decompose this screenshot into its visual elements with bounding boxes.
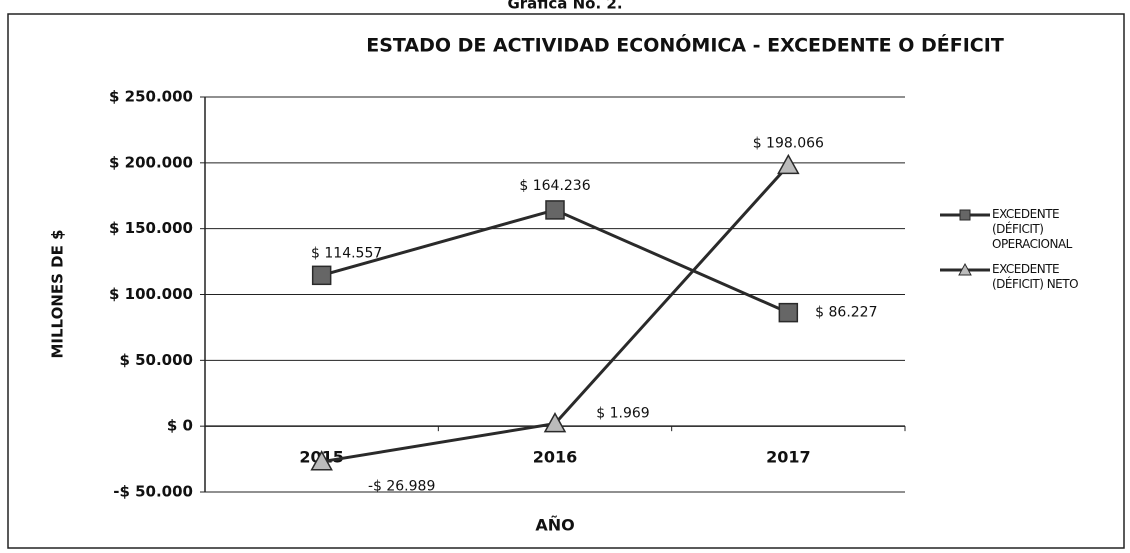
chart-title: ESTADO DE ACTIVIDAD ECONÓMICA - EXCEDENT… bbox=[366, 33, 1004, 57]
y-tick-label: $ 50.000 bbox=[119, 351, 193, 369]
series-line bbox=[321, 208, 789, 315]
x-axis-label: AÑO bbox=[535, 516, 574, 535]
marker bbox=[545, 200, 565, 220]
x-tick-label: 2017 bbox=[766, 448, 811, 467]
data-label: -$ 26.989 bbox=[368, 479, 435, 495]
y-tick-label: $ 100.000 bbox=[109, 285, 193, 303]
chart-border bbox=[7, 13, 1125, 549]
data-label: $ 1.969 bbox=[596, 406, 649, 422]
y-tick-label: $ 250.000 bbox=[109, 88, 193, 106]
y-tick-label: -$ 50.000 bbox=[113, 483, 193, 501]
legend-marker bbox=[959, 209, 971, 221]
legend-marker bbox=[958, 262, 972, 276]
y-tick-label: $ 200.000 bbox=[109, 153, 193, 171]
marker bbox=[543, 412, 567, 433]
marker bbox=[311, 265, 332, 286]
legend-label: EXCEDENTE (DÉFICIT) OPERACIONAL bbox=[992, 207, 1072, 251]
y-tick-label: $ 0 bbox=[167, 417, 193, 435]
marker bbox=[777, 153, 800, 175]
data-label: $ 198.066 bbox=[753, 135, 824, 151]
x-tick-label: 2016 bbox=[533, 448, 578, 467]
data-label: $ 164.236 bbox=[519, 178, 590, 194]
y-tick-label: $ 150.000 bbox=[109, 219, 193, 237]
caption: Gráfica No. 2. bbox=[507, 0, 622, 13]
marker bbox=[310, 450, 333, 471]
legend-label: EXCEDENTE (DÉFICIT) NETO bbox=[992, 262, 1079, 291]
y-axis-label: MILLONES DE $ bbox=[49, 229, 67, 358]
data-label: $ 86.227 bbox=[815, 305, 877, 321]
marker bbox=[778, 302, 799, 323]
data-label: $ 114.557 bbox=[311, 245, 382, 261]
